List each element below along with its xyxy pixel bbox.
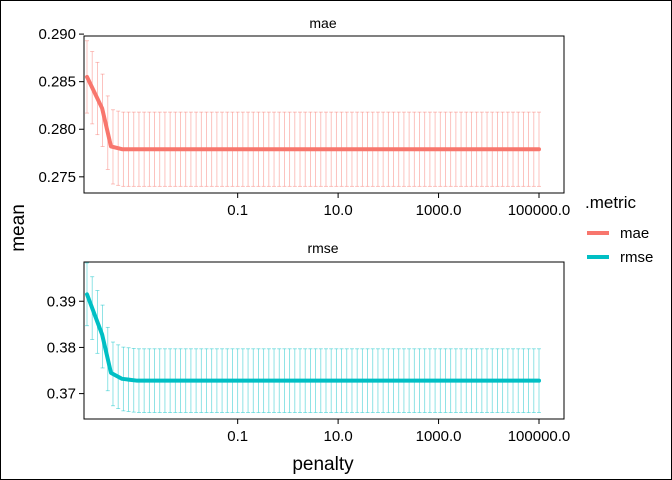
legend-label-mae: mae	[620, 225, 649, 242]
panel-border-mae	[83, 35, 565, 194]
legend-title: .metric	[585, 193, 637, 212]
x-tick-label: 0.1	[227, 202, 248, 219]
mean-line-mae	[85, 74, 541, 152]
y-tick-label: 0.290	[38, 26, 76, 43]
legend-label-rmse: rmse	[620, 249, 653, 266]
x-tick-label: 10.0	[324, 202, 353, 219]
y-tick-label: 0.285	[38, 74, 76, 91]
facet-panel-rmse: rmse 0.37 0.38 0.39 0.1 10.0 1000.0 100000.0	[47, 240, 570, 445]
x-tick-label: 1000.0	[416, 428, 462, 445]
x-tick-label: 1000.0	[416, 202, 462, 219]
y-tick-label: 0.39	[47, 293, 76, 310]
y-axis-rmse: 0.37 0.38 0.39	[47, 293, 84, 403]
x-axis-mae: 0.1 10.0 1000.0 100000.0	[227, 193, 570, 219]
y-tick-label: 0.37	[47, 386, 76, 403]
x-axis-rmse: 0.1 10.0 1000.0 100000.0	[227, 419, 570, 445]
x-tick-label: 0.1	[227, 428, 248, 445]
strip-label-mae: mae	[309, 15, 336, 31]
series-line-rmse	[85, 292, 541, 383]
y-tick-label: 0.275	[38, 169, 76, 186]
mean-line-rmse	[85, 292, 541, 383]
y-axis-title: mean	[8, 204, 29, 252]
panel-border-rmse	[83, 261, 565, 420]
y-axis-mae: 0.275 0.280 0.285 0.290	[38, 26, 84, 186]
x-tick-label: 100000.0	[508, 428, 571, 445]
legend: .metric mae rmse	[585, 193, 653, 266]
series-line-mae	[85, 74, 541, 152]
y-tick-label: 0.38	[47, 339, 76, 356]
x-tick-label: 10.0	[324, 428, 353, 445]
x-tick-label: 100000.0	[508, 202, 571, 219]
x-axis-title: penalty	[292, 454, 354, 475]
strip-label-rmse: rmse	[307, 240, 338, 256]
y-tick-label: 0.280	[38, 121, 76, 138]
facet-panel-mae: mae 0.275 0.280 0.285 0.290 0.1 10.0 1000.0 10…	[38, 15, 570, 219]
